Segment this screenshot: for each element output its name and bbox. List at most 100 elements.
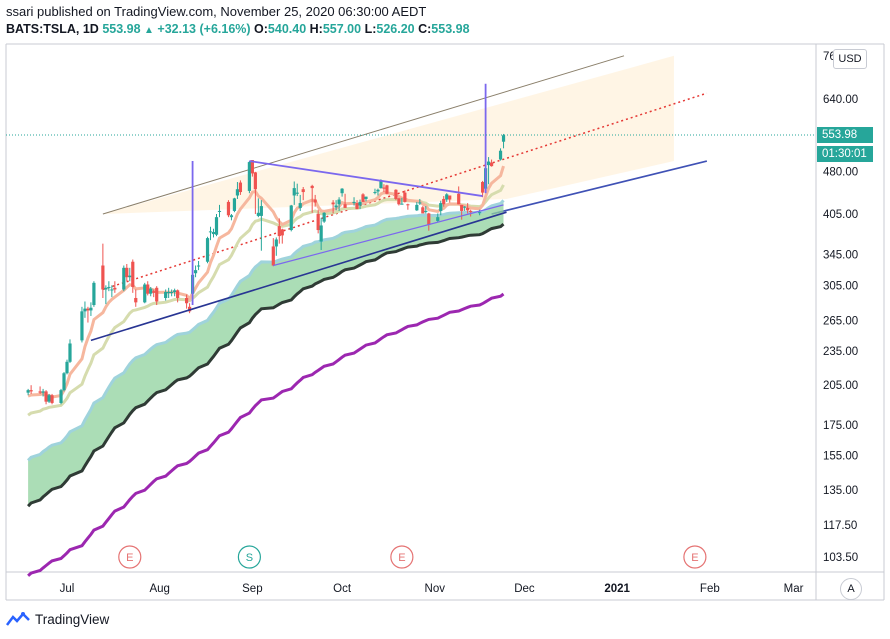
support-trend-line[interactable] — [90, 211, 507, 342]
candle[interactable] — [445, 193, 449, 202]
candle[interactable] — [271, 238, 275, 267]
candle[interactable] — [205, 236, 210, 264]
candle[interactable] — [322, 212, 326, 223]
candle[interactable] — [155, 286, 159, 306]
candle[interactable] — [101, 243, 105, 298]
candle[interactable] — [50, 393, 54, 405]
candle[interactable] — [460, 204, 464, 220]
candle[interactable] — [355, 200, 359, 210]
candle[interactable] — [173, 288, 177, 297]
candle[interactable] — [253, 171, 257, 215]
candle[interactable] — [29, 385, 33, 394]
sma200-line[interactable] — [27, 292, 505, 577]
candle[interactable] — [397, 197, 401, 206]
candle[interactable] — [59, 388, 63, 405]
candle[interactable] — [418, 198, 422, 205]
candle[interactable] — [152, 289, 156, 298]
candle[interactable] — [250, 160, 254, 177]
candle[interactable] — [146, 281, 150, 296]
candle[interactable] — [65, 359, 69, 375]
candle[interactable] — [403, 190, 407, 203]
triangle-lower-line[interactable] — [273, 204, 504, 267]
candle[interactable] — [41, 388, 45, 397]
candle[interactable] — [313, 194, 317, 207]
candle[interactable] — [83, 301, 87, 318]
candle[interactable] — [143, 282, 147, 304]
candle[interactable] — [361, 193, 365, 202]
candle[interactable] — [337, 197, 341, 211]
candle[interactable] — [292, 181, 296, 205]
ema8-line[interactable] — [27, 165, 505, 399]
candle[interactable] — [424, 206, 428, 214]
candle[interactable] — [193, 265, 198, 278]
symbol-label[interactable]: BATS:TSLA, 1D — [6, 22, 99, 36]
footer-brand[interactable]: TradingView — [6, 611, 109, 627]
candle[interactable] — [196, 260, 201, 271]
candle[interactable] — [170, 289, 174, 297]
candle[interactable] — [277, 218, 281, 244]
candle[interactable] — [256, 198, 260, 218]
candle[interactable] — [358, 199, 362, 210]
candle[interactable] — [238, 180, 243, 195]
candle[interactable] — [214, 214, 219, 237]
candle[interactable] — [149, 286, 153, 297]
candle[interactable] — [110, 285, 114, 298]
auto-scale-button[interactable]: A — [840, 578, 862, 600]
ema50-line[interactable] — [27, 199, 505, 462]
candle[interactable] — [316, 209, 320, 234]
candle[interactable] — [466, 203, 470, 214]
ema89-line[interactable] — [27, 222, 505, 508]
candle[interactable] — [385, 184, 389, 195]
candle[interactable] — [68, 339, 72, 363]
candle[interactable] — [92, 281, 96, 307]
candle[interactable] — [208, 226, 213, 241]
candle[interactable] — [406, 203, 410, 210]
earnings-event-marker[interactable]: E — [118, 545, 142, 569]
candle[interactable] — [80, 306, 84, 343]
candle[interactable] — [274, 237, 278, 256]
candle[interactable] — [301, 186, 305, 201]
candle[interactable] — [176, 289, 180, 303]
candle[interactable] — [86, 306, 90, 323]
candle[interactable] — [235, 182, 240, 199]
candle[interactable] — [89, 302, 93, 316]
currency-button[interactable]: USD — [833, 49, 867, 69]
candle[interactable] — [319, 217, 323, 251]
candle[interactable] — [442, 196, 446, 207]
candle[interactable] — [498, 148, 503, 161]
candle[interactable] — [232, 197, 237, 213]
candle[interactable] — [280, 228, 284, 244]
candle[interactable] — [217, 204, 222, 218]
candle[interactable] — [427, 212, 431, 231]
candle[interactable] — [343, 193, 347, 208]
candle[interactable] — [415, 201, 419, 211]
candle[interactable] — [298, 194, 302, 211]
earnings-event-marker[interactable]: E — [683, 545, 707, 569]
candle[interactable] — [125, 263, 129, 282]
channel-median-line[interactable] — [102, 92, 708, 291]
candle[interactable] — [185, 294, 189, 309]
triangle-upper-line[interactable] — [249, 160, 483, 197]
earnings-event-marker[interactable]: E — [390, 545, 414, 569]
candle[interactable] — [382, 184, 386, 193]
candle[interactable] — [486, 157, 491, 185]
candle[interactable] — [373, 188, 377, 195]
candle[interactable] — [481, 180, 485, 198]
candle[interactable] — [104, 285, 108, 305]
candle[interactable] — [331, 200, 335, 214]
candle[interactable] — [457, 186, 461, 205]
candle[interactable] — [489, 159, 494, 167]
candle[interactable] — [310, 184, 314, 213]
candle[interactable] — [394, 189, 398, 201]
candle[interactable] — [421, 206, 425, 214]
candle[interactable] — [164, 289, 168, 301]
candle[interactable] — [134, 289, 138, 307]
candle[interactable] — [62, 372, 66, 392]
candle[interactable] — [122, 265, 126, 292]
candle[interactable] — [226, 200, 231, 218]
candle[interactable] — [289, 204, 293, 232]
candle[interactable] — [501, 133, 506, 149]
candle[interactable] — [334, 200, 338, 211]
candle[interactable] — [247, 161, 251, 194]
candle[interactable] — [113, 281, 117, 293]
